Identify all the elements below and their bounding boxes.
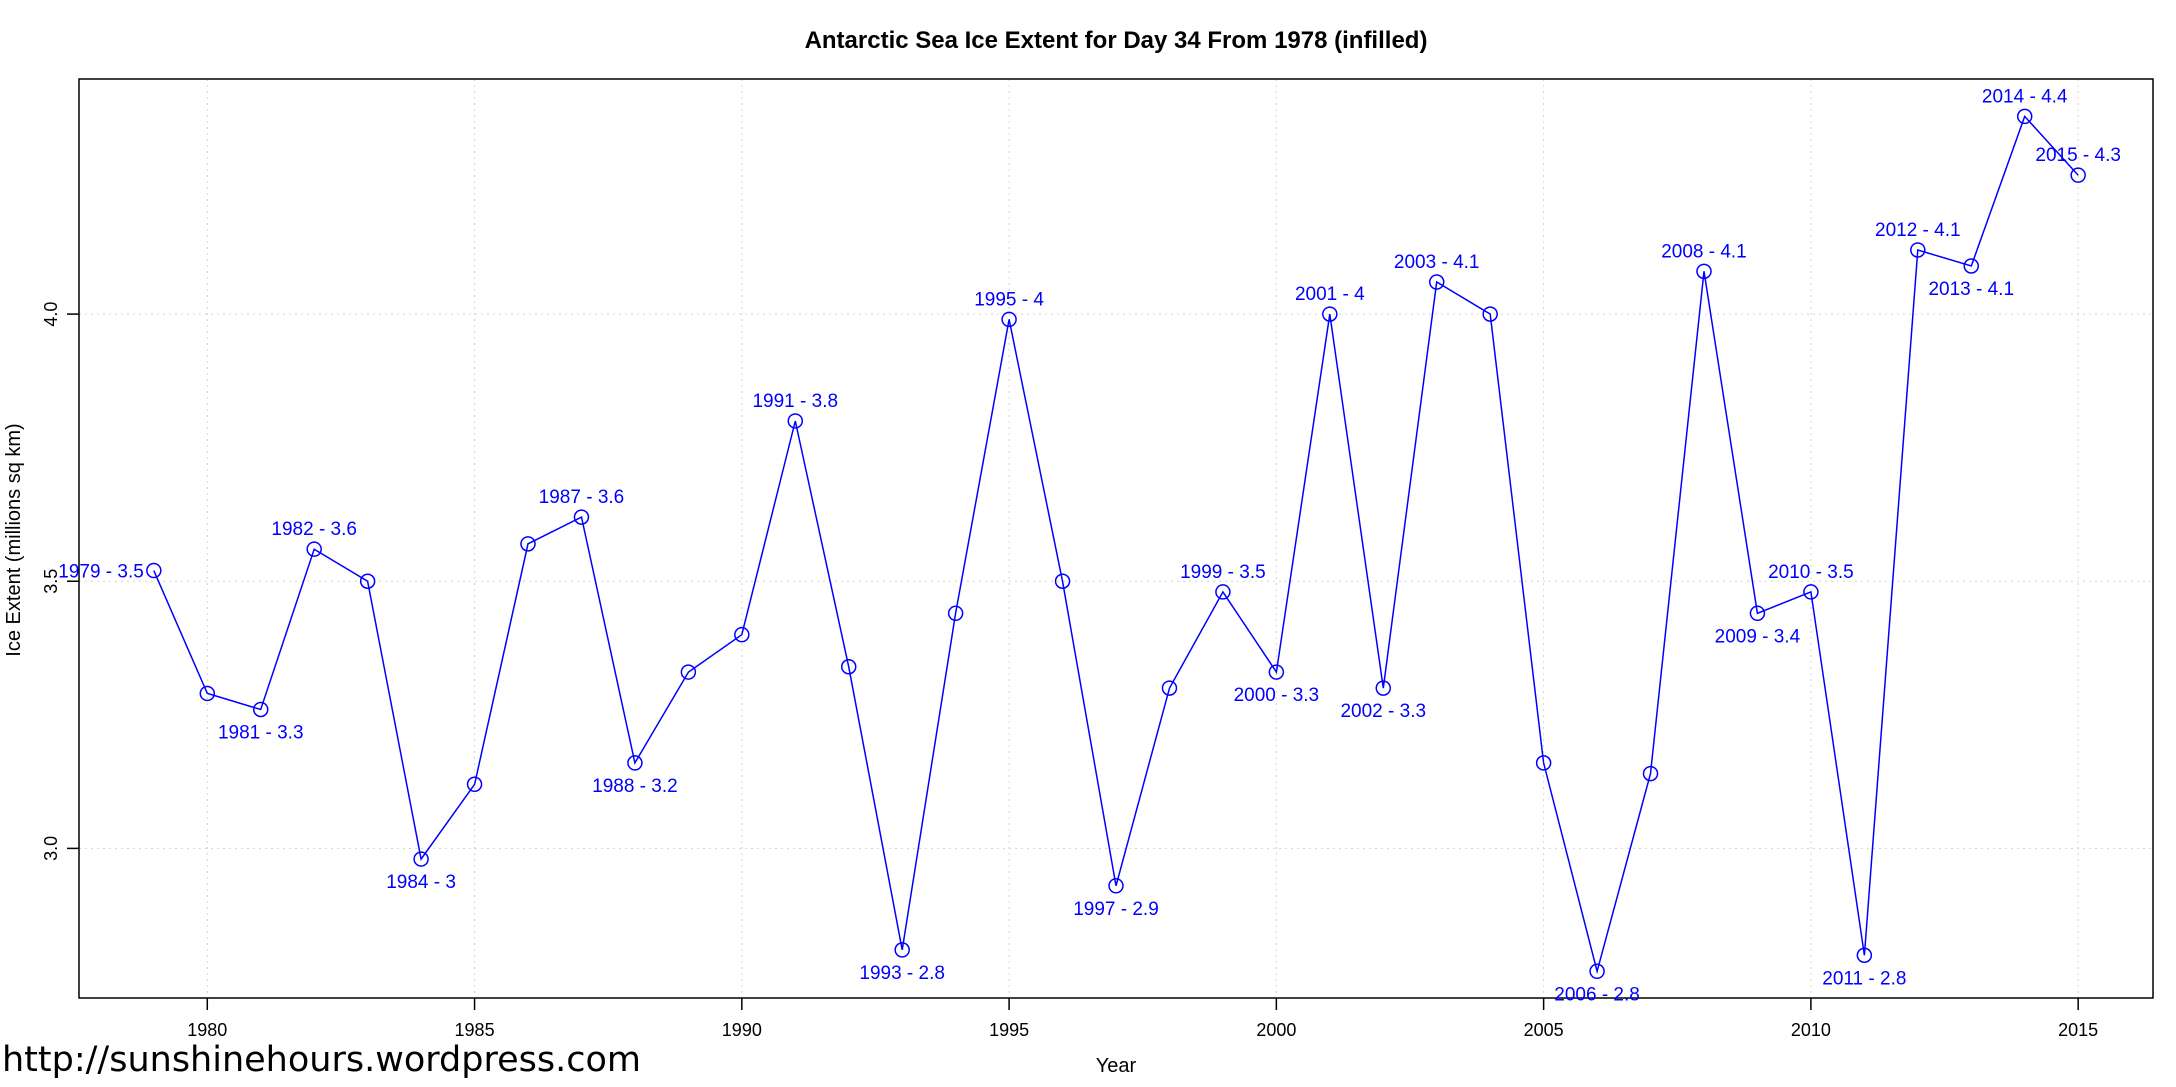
data-point bbox=[680, 664, 697, 680]
data-point bbox=[520, 536, 536, 552]
data-point bbox=[1428, 274, 1445, 290]
y-tick-label: 4.0 bbox=[41, 302, 61, 327]
data-point bbox=[1749, 605, 1766, 622]
data-label: 1997 - 2.9 bbox=[1073, 899, 1159, 920]
data-label: 1991 - 3.8 bbox=[752, 391, 838, 412]
data-point bbox=[840, 658, 857, 675]
y-tick-label: 3.5 bbox=[41, 569, 61, 594]
data-label: 1993 - 2.8 bbox=[859, 963, 945, 984]
data-point bbox=[2070, 167, 2086, 183]
data-label: 2001 - 4 bbox=[1295, 284, 1365, 305]
x-tick-label: 1985 bbox=[455, 1020, 495, 1040]
data-point bbox=[306, 541, 322, 557]
data-point bbox=[146, 562, 162, 579]
chart-title: Antarctic Sea Ice Extent for Day 34 From… bbox=[805, 27, 1428, 54]
y-tick-label: 3.0 bbox=[41, 836, 61, 861]
data-point bbox=[1803, 584, 1819, 600]
x-tick-label: 2015 bbox=[2058, 1020, 2098, 1040]
data-point bbox=[947, 605, 964, 622]
data-label: 2002 - 3.3 bbox=[1340, 701, 1426, 722]
data-point bbox=[1589, 963, 1605, 980]
x-tick-label: 1995 bbox=[989, 1020, 1029, 1040]
data-point bbox=[1108, 878, 1124, 894]
x-tick-label: 1990 bbox=[722, 1020, 762, 1040]
data-point bbox=[1910, 242, 1926, 258]
series-line bbox=[153, 114, 2079, 975]
data-point bbox=[252, 701, 269, 718]
data-label: 2008 - 4.1 bbox=[1661, 241, 1747, 262]
data-label: 1982 - 3.6 bbox=[271, 519, 357, 540]
data-point bbox=[1268, 664, 1285, 680]
axes: 1980 1985 1990 1995 2000 2005 2010 2015 3.0 3.5 4.… bbox=[41, 302, 2098, 1040]
data-point bbox=[573, 509, 590, 525]
data-point bbox=[1001, 311, 1017, 328]
data-point bbox=[1482, 306, 1498, 322]
data-point bbox=[2016, 108, 2033, 125]
data-label: 1984 - 3 bbox=[386, 872, 456, 893]
grid bbox=[79, 79, 2153, 998]
data-point bbox=[359, 573, 376, 589]
data-point bbox=[1161, 680, 1178, 696]
data-label: 2009 - 3.4 bbox=[1715, 626, 1801, 647]
watermark-url: http://sunshinehours.wordpress.com bbox=[2, 1040, 641, 1080]
x-tick-label: 2005 bbox=[1524, 1020, 1564, 1040]
data-label: 1981 - 3.3 bbox=[218, 722, 304, 743]
data-point bbox=[1375, 680, 1392, 696]
data-point bbox=[413, 851, 429, 867]
data-point bbox=[1963, 258, 1980, 274]
data-label: 2006 - 2.8 bbox=[1554, 984, 1640, 1005]
series-line-layer bbox=[146, 108, 2086, 980]
plot-frame bbox=[78, 78, 2154, 999]
data-label: 2015 - 4.3 bbox=[2035, 145, 2121, 166]
data-point bbox=[1642, 765, 1659, 782]
data-label: 2011 - 2.8 bbox=[1822, 968, 1906, 989]
data-point bbox=[734, 626, 750, 643]
data-point bbox=[787, 413, 804, 429]
data-label: 1979 - 3.5 bbox=[58, 562, 144, 583]
data-label: 1999 - 3.5 bbox=[1180, 562, 1266, 583]
data-label: 1995 - 4 bbox=[974, 289, 1044, 310]
x-axis-title: Year bbox=[1096, 1055, 1137, 1077]
data-point bbox=[1696, 263, 1712, 280]
data-label: 2000 - 3.3 bbox=[1234, 685, 1320, 706]
data-point bbox=[894, 942, 910, 958]
x-tick-label: 1980 bbox=[187, 1020, 227, 1040]
data-label: 2012 - 4.1 bbox=[1875, 220, 1961, 241]
data-point bbox=[1322, 306, 1338, 322]
data-point bbox=[1215, 584, 1231, 600]
data-label: 2014 - 4.4 bbox=[1982, 86, 2068, 107]
data-label: 1988 - 3.2 bbox=[592, 776, 678, 797]
data-point bbox=[199, 685, 216, 702]
data-point bbox=[1856, 947, 1873, 964]
data-point bbox=[466, 776, 483, 793]
data-labels: 1979 - 3.5 1981 - 3.3 1982 - 3.6 1984 - 3 19… bbox=[58, 86, 2121, 1005]
data-point bbox=[1535, 755, 1552, 771]
y-axis-title: Ice Extent (millions sq km) bbox=[3, 423, 25, 656]
data-label: 1987 - 3.6 bbox=[539, 487, 625, 508]
data-point bbox=[627, 755, 643, 771]
x-tick-label: 2010 bbox=[1791, 1020, 1831, 1040]
data-label: 2010 - 3.5 bbox=[1768, 562, 1854, 583]
x-tick-label: 2000 bbox=[1256, 1020, 1296, 1040]
data-point bbox=[1054, 573, 1071, 589]
data-label: 2013 - 4.1 bbox=[1928, 279, 2014, 300]
data-label: 2003 - 4.1 bbox=[1394, 252, 1480, 273]
